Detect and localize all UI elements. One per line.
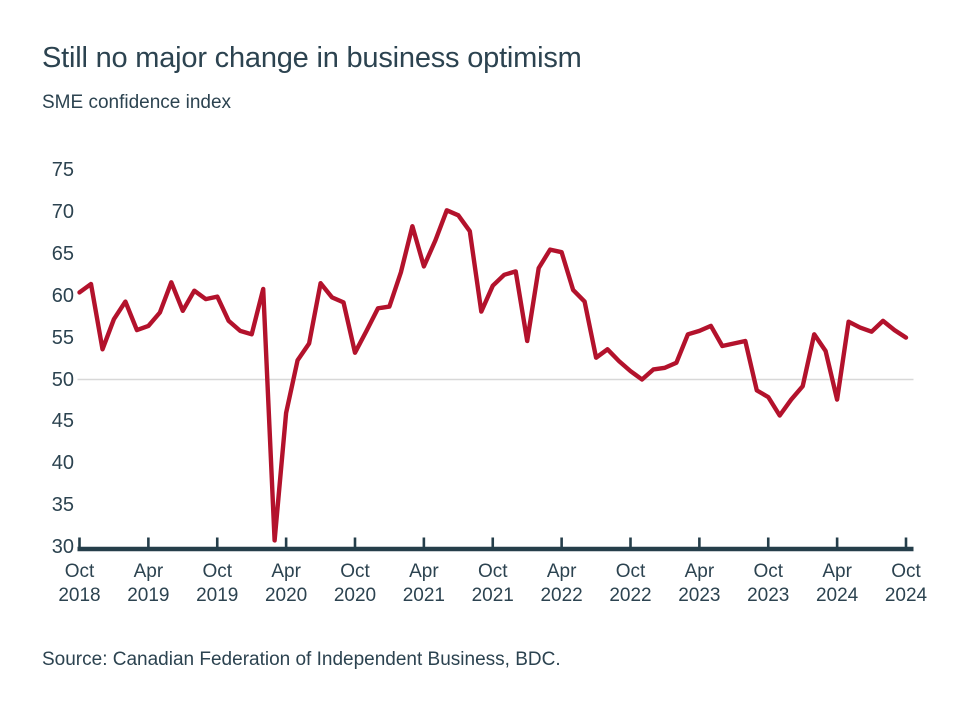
x-axis-label: Oct 2020 (317, 560, 393, 608)
y-axis-label: 70 (51, 200, 74, 223)
x-axis-label-month: Oct (753, 561, 784, 582)
y-axis-label: 45 (51, 410, 74, 433)
chart-subtitle: SME confidence index (42, 92, 232, 113)
x-axis-label: Apr 2024 (799, 560, 875, 608)
x-axis-label-year: 2024 (815, 585, 859, 606)
y-axis-label: 35 (51, 494, 74, 517)
x-axis-label-year: 2024 (884, 585, 928, 606)
page-title: Still no major change in business optimi… (42, 42, 582, 74)
x-axis-label-year: 2021 (471, 585, 514, 606)
y-axis-label: 40 (51, 452, 74, 475)
x-axis-label-year: 2023 (747, 585, 790, 606)
y-axis-label: 65 (51, 242, 74, 265)
x-axis-label-year: 2023 (678, 585, 721, 606)
source-note: Source: Canadian Federation of Independe… (42, 649, 561, 670)
x-axis-label-month: Apr (822, 561, 852, 582)
x-axis-label-month: Apr (546, 561, 577, 582)
x-axis-label: Oct 2022 (593, 560, 669, 608)
x-axis-label: Oct 2021 (455, 560, 531, 608)
x-axis-label: Oct 2024 (868, 560, 944, 608)
y-axis-label: 55 (51, 326, 74, 349)
x-axis-label: Apr 2020 (248, 560, 324, 608)
x-axis-label-month: Oct (891, 561, 921, 582)
x-axis-label-month: Oct (615, 561, 646, 582)
y-axis-label: 75 (51, 159, 74, 182)
x-axis-label-month: Oct (202, 561, 233, 582)
x-axis-label-year: 2022 (609, 585, 652, 606)
x-axis-label-month: Oct (340, 561, 370, 582)
x-axis-label: Apr 2022 (524, 560, 600, 608)
y-axis-label: 50 (51, 368, 74, 391)
x-axis-label-year: 2020 (333, 585, 377, 606)
x-axis-label-year: 2019 (196, 585, 239, 606)
x-axis-label: Apr 2021 (386, 560, 462, 608)
x-axis-label: Oct 2019 (179, 560, 255, 608)
x-axis-label: Oct 2018 (42, 560, 118, 608)
x-axis-label-month: Oct (64, 561, 95, 582)
x-axis-label-month: Oct (477, 561, 508, 582)
y-axis-label: 30 (51, 536, 74, 559)
x-axis-label-month: Apr (684, 561, 715, 582)
x-axis-label-year: 2020 (264, 585, 308, 606)
x-axis-label-month: Apr (271, 561, 301, 582)
x-axis-label-year: 2021 (402, 585, 446, 606)
x-axis-label-year: 2019 (127, 585, 170, 606)
x-axis-label-month: Apr (133, 561, 164, 582)
x-axis-label: Apr 2023 (661, 560, 737, 608)
y-axis-label: 60 (51, 284, 74, 307)
x-axis-label: Apr 2019 (110, 560, 186, 608)
x-axis-label-year: 2018 (58, 585, 101, 606)
x-axis-label-year: 2022 (540, 585, 583, 606)
x-axis-label: Oct 2023 (730, 560, 806, 608)
x-axis-label-month: Apr (409, 561, 439, 582)
confidence-line (77, 208, 909, 543)
